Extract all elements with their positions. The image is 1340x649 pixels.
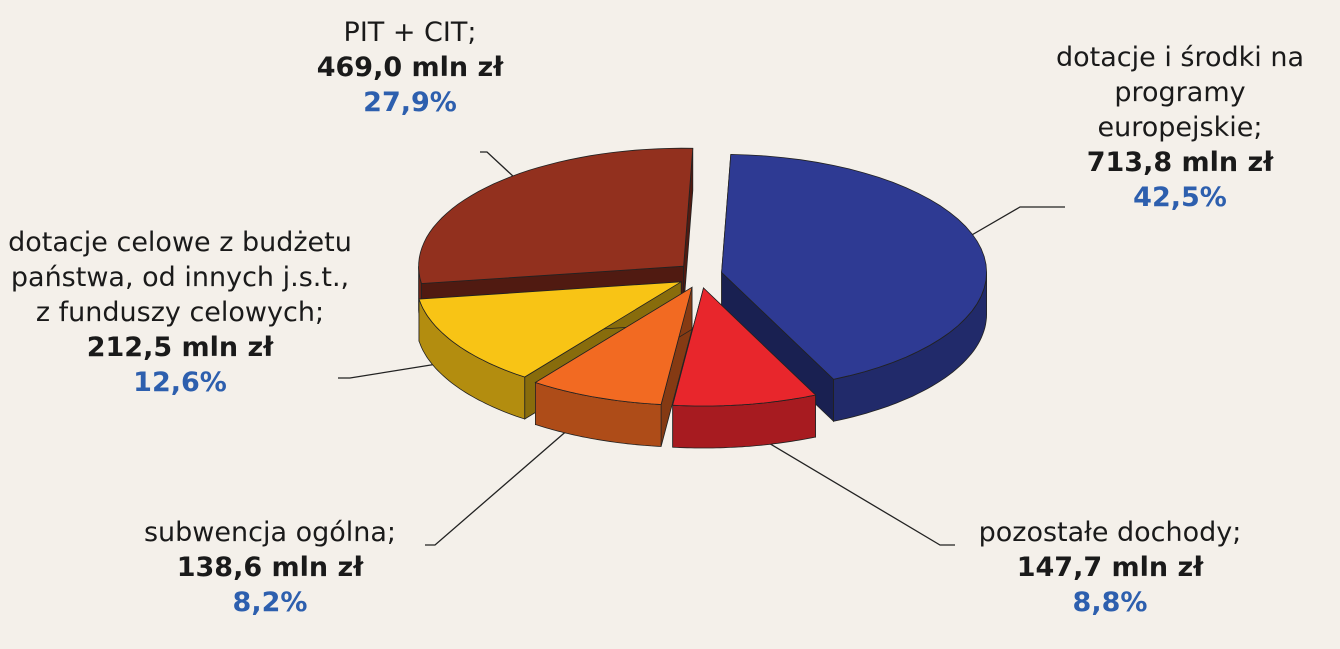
percent-label: 12,6% [133, 367, 227, 398]
amount-label: 713,8 mln zł [1086, 147, 1274, 178]
slice-label: PIT + CIT; 469,0 mln zł 27,9% [260, 15, 560, 120]
leader-line [480, 151, 516, 179]
amount-label: 138,6 mln zł [176, 552, 364, 583]
slice [672, 287, 817, 407]
percent-label: 42,5% [1133, 182, 1227, 213]
slice [418, 147, 694, 284]
leader-line [729, 419, 955, 546]
amount-label: 212,5 mln zł [86, 332, 274, 363]
slice [721, 153, 988, 380]
slice-label: subwencja ogólna; 138,6 mln zł 8,2% [100, 515, 440, 620]
amount-label: 147,7 mln zł [1016, 552, 1204, 583]
category-label: PIT + CIT; [343, 17, 477, 48]
category-label: dotacje celowe z budżetu państwa, od inn… [8, 227, 352, 328]
category-label: pozostałe dochody; [978, 517, 1242, 548]
slice [534, 286, 693, 405]
leader-line [957, 206, 1065, 244]
slice-label: dotacje i środki na programy europejskie… [1030, 40, 1330, 215]
leader-line [425, 414, 586, 546]
leader-line [338, 359, 463, 379]
slice-label: pozostałe dochody; 147,7 mln zł 8,8% [940, 515, 1280, 620]
slice-label: dotacje celowe z budżetu państwa, od inn… [5, 225, 355, 400]
percent-label: 8,8% [1072, 587, 1148, 618]
slice [418, 281, 682, 378]
percent-label: 27,9% [363, 87, 457, 118]
amount-label: 469,0 mln zł [316, 52, 504, 83]
category-label: subwencja ogólna; [143, 517, 397, 548]
percent-label: 8,2% [232, 587, 308, 618]
category-label: dotacje i środki na programy europejskie… [1055, 42, 1305, 143]
